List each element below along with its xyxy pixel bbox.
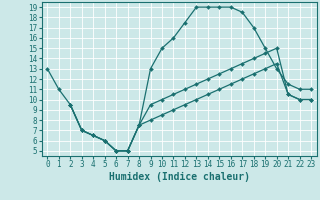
X-axis label: Humidex (Indice chaleur): Humidex (Indice chaleur) bbox=[109, 172, 250, 182]
